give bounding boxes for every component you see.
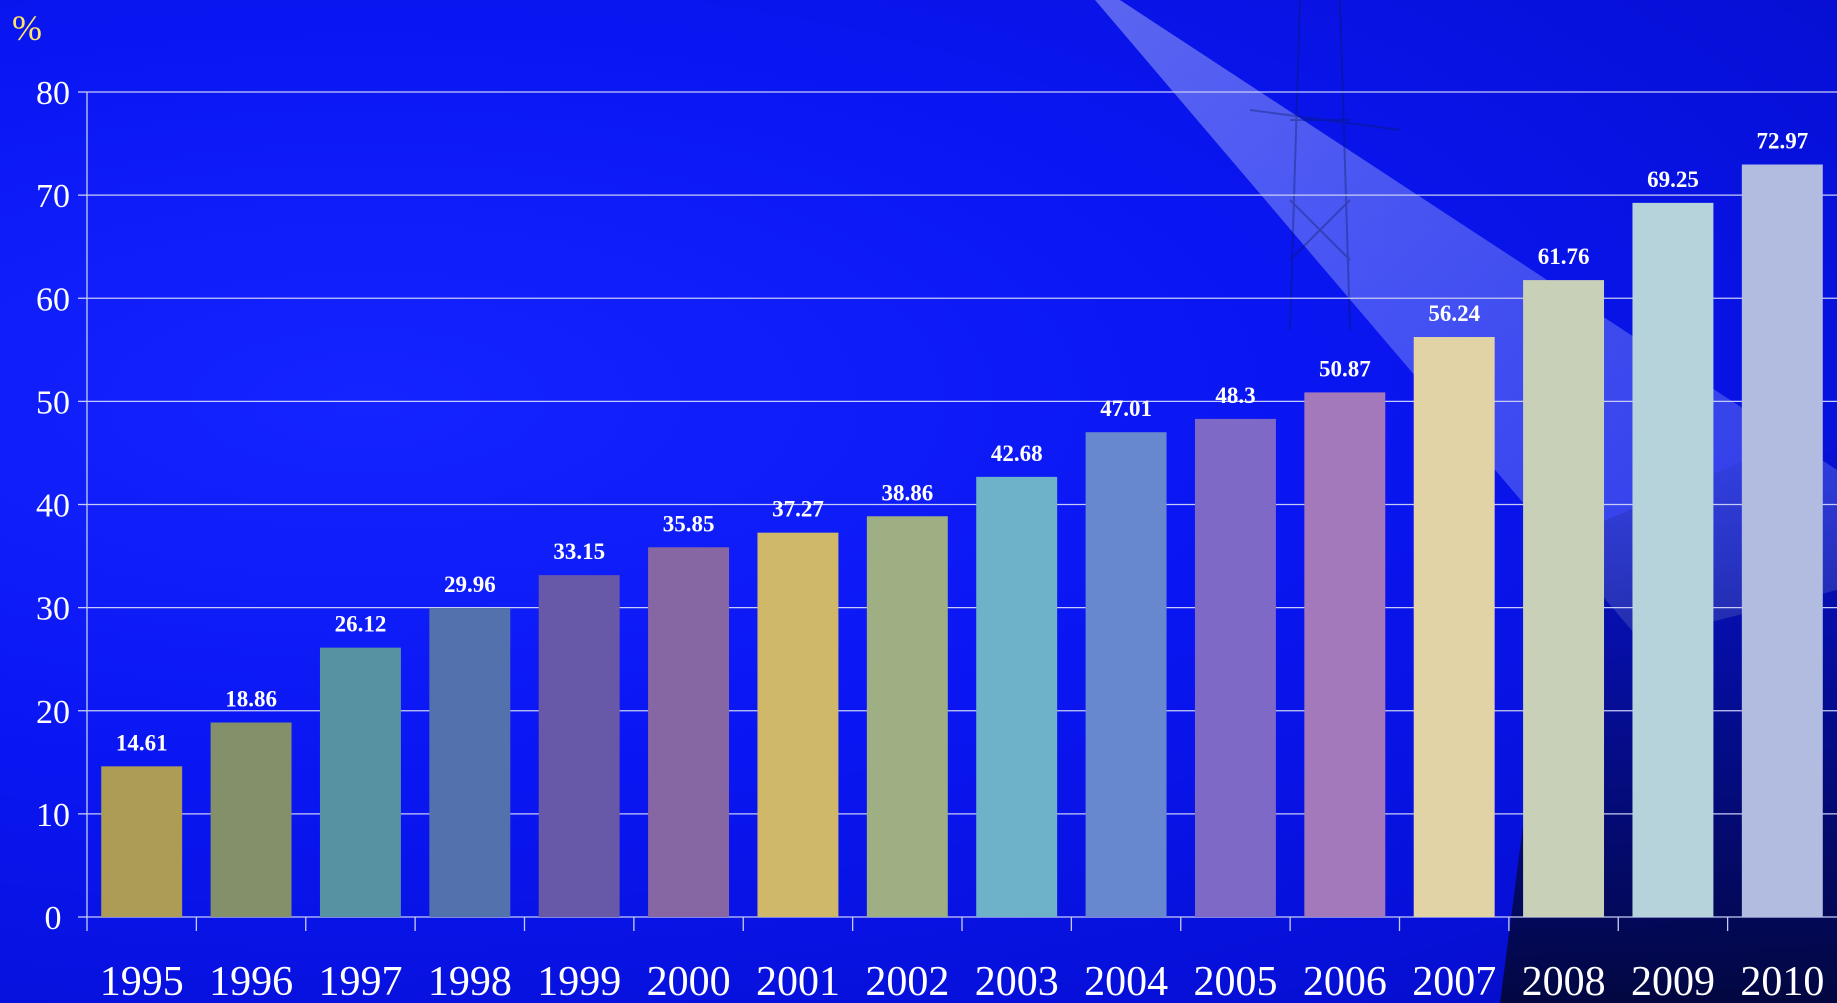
x-tick-label-2007: 2007	[1412, 959, 1496, 1003]
x-tick-label-2004: 2004	[1084, 959, 1168, 1003]
axis-layer: 0 10 20 30 40 50 60 70 80	[36, 75, 1837, 937]
y-tick-label: 40	[36, 488, 70, 525]
data-label-2004: 47.01	[1100, 396, 1152, 421]
x-tick-label-2009: 2009	[1631, 959, 1715, 1003]
x-tick-label-2010: 2010	[1740, 959, 1824, 1003]
x-tick-label-1996: 1996	[209, 959, 293, 1003]
bar-2000	[648, 547, 730, 917]
bar-layer	[101, 164, 1823, 918]
bar-2004	[1085, 432, 1167, 917]
pylon-silhouette	[1249, 0, 1401, 331]
y-tick-label: 10	[36, 797, 70, 834]
data-label-1998: 29.96	[444, 572, 496, 597]
y-tick-label: 80	[36, 75, 70, 112]
bar-1996	[210, 722, 292, 917]
bar-1995	[101, 766, 183, 917]
x-tick-label-2001: 2001	[756, 959, 840, 1003]
data-label-2001: 37.27	[772, 497, 824, 522]
bar-2001	[757, 532, 839, 917]
y-tick-label: 20	[36, 694, 70, 731]
data-label-2010: 72.97	[1756, 128, 1808, 153]
x-tick-label-1997: 1997	[318, 959, 402, 1003]
bar-2009	[1632, 202, 1714, 917]
bar-1998	[429, 608, 511, 917]
x-tick-label-1995: 1995	[100, 959, 184, 1003]
y-tick-label: 50	[36, 384, 70, 421]
y-tick-label: 0	[45, 900, 62, 937]
x-tick-label-2002: 2002	[865, 959, 949, 1003]
label-layer: 14.61 1995 18.86 1996 26.12 1997 29.96 1998 33.1…	[100, 128, 1825, 1003]
data-label-2006: 50.87	[1319, 356, 1371, 381]
y-unit-label: %	[12, 8, 42, 48]
x-tick-label-2008: 2008	[1522, 959, 1606, 1003]
data-label-1995: 14.61	[116, 730, 168, 755]
bar-1999	[538, 575, 620, 917]
data-label-2003: 42.68	[991, 441, 1043, 466]
data-label-2007: 56.24	[1428, 301, 1480, 326]
data-label-1997: 26.12	[335, 612, 387, 637]
x-tick-label-1999: 1999	[537, 959, 621, 1003]
data-label-1996: 18.86	[225, 687, 277, 712]
y-tick-label: 30	[36, 591, 70, 628]
bar-2005	[1194, 418, 1276, 917]
data-label-2005: 48.3	[1215, 383, 1255, 408]
data-label-1999: 33.15	[553, 539, 605, 564]
bar-2006	[1304, 392, 1386, 917]
bar-2010	[1741, 164, 1823, 917]
data-label-2008: 61.76	[1538, 244, 1590, 269]
y-tick-label: 60	[36, 281, 70, 318]
x-tick-label-2005: 2005	[1193, 959, 1277, 1003]
data-label-2002: 38.86	[881, 480, 933, 505]
bar-2002	[866, 516, 948, 917]
data-label-2000: 35.85	[663, 511, 715, 536]
bar-2007	[1413, 337, 1495, 917]
y-tick-label: 70	[36, 178, 70, 215]
bar-2008	[1523, 280, 1605, 918]
x-tick-label-1998: 1998	[428, 959, 512, 1003]
bar-1997	[319, 647, 401, 917]
bar-2003	[976, 476, 1058, 917]
x-tick-label-2000: 2000	[647, 959, 731, 1003]
x-tick-label-2003: 2003	[975, 959, 1059, 1003]
x-tick-label-2006: 2006	[1303, 959, 1387, 1003]
data-label-2009: 69.25	[1647, 167, 1699, 192]
